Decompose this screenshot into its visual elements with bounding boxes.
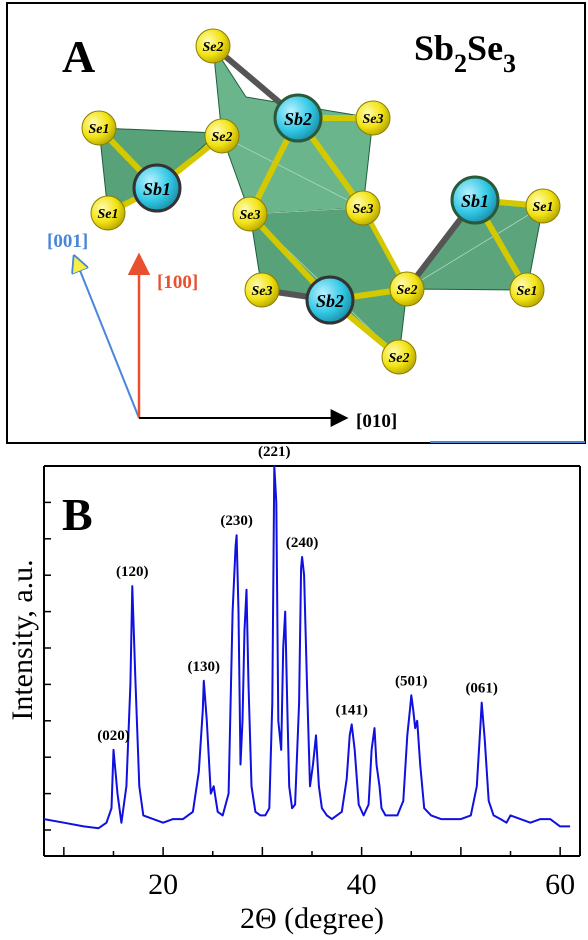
atom-se1: Se1 bbox=[81, 110, 117, 146]
peak-label: (240) bbox=[286, 535, 319, 551]
x-axis-label: 2Θ (degree) bbox=[240, 902, 384, 935]
x-tick-label: 40 bbox=[347, 868, 377, 901]
axis-100-label: [100] bbox=[157, 272, 198, 293]
xrd-series bbox=[43, 465, 571, 830]
peak-label: (221) bbox=[258, 444, 291, 460]
atom-se3: Se3 bbox=[355, 100, 391, 136]
panel-b-label: B bbox=[62, 489, 93, 540]
xrd-series-line bbox=[43, 465, 571, 830]
axis-010-label: [010] bbox=[356, 411, 397, 432]
atom-sb2: Sb2 bbox=[305, 275, 355, 325]
atom-se2: Se2 bbox=[381, 339, 417, 375]
peak-label: (120) bbox=[116, 564, 149, 580]
svg-text:Se2: Se2 bbox=[397, 283, 418, 298]
svg-text:Se2: Se2 bbox=[212, 130, 233, 145]
x-ticks bbox=[63, 847, 561, 856]
atom-se3: Se3 bbox=[232, 196, 268, 232]
x-tick-labels: 20 40 60 bbox=[148, 868, 575, 901]
formula-label: Sb2Se3 bbox=[414, 28, 516, 78]
peak-label: (141) bbox=[335, 702, 368, 718]
svg-text:Sb1: Sb1 bbox=[143, 179, 171, 199]
atom-se2: Se2 bbox=[195, 28, 231, 64]
peak-label: (501) bbox=[395, 673, 428, 689]
peak-label: (230) bbox=[220, 513, 253, 529]
svg-text:Se3: Se3 bbox=[363, 112, 384, 127]
svg-text:Se3: Se3 bbox=[240, 208, 261, 223]
atom-sb1: Sb1 bbox=[450, 175, 500, 225]
atom-se3: Se3 bbox=[244, 272, 280, 308]
atom-sb1: Sb1 bbox=[132, 163, 182, 213]
panel-a: A Sb2Se3 bbox=[6, 2, 586, 444]
svg-text:Sb2: Sb2 bbox=[284, 109, 312, 129]
svg-text:Se1: Se1 bbox=[89, 122, 110, 137]
atom-se2: Se2 bbox=[389, 271, 425, 307]
atom-se1: Se1 bbox=[509, 272, 545, 308]
svg-text:Sb2: Sb2 bbox=[316, 291, 344, 311]
x-tick-label: 60 bbox=[545, 868, 575, 901]
svg-text:Se1: Se1 bbox=[98, 207, 119, 222]
atom-sb2: Sb2 bbox=[273, 93, 323, 143]
axis-001-label: [001] bbox=[47, 231, 88, 252]
svg-text:Se3: Se3 bbox=[252, 284, 273, 299]
x-tick-label: 20 bbox=[148, 868, 178, 901]
svg-text:Sb1: Sb1 bbox=[461, 191, 489, 211]
peak-label: (130) bbox=[188, 659, 221, 675]
peak-label: (061) bbox=[465, 681, 498, 697]
plot-frame bbox=[43, 465, 581, 857]
peak-label: (020) bbox=[97, 728, 130, 744]
svg-text:Se1: Se1 bbox=[517, 284, 538, 299]
polyhedron-edges bbox=[221, 135, 544, 358]
svg-text:Se2: Se2 bbox=[389, 351, 410, 366]
axis-001-arrow bbox=[75, 258, 140, 419]
y-axis-label: Intensity, a.u. bbox=[6, 559, 39, 720]
y-ticks bbox=[44, 501, 51, 831]
atom-se3: Se3 bbox=[345, 190, 381, 226]
peak-labels: (020) (120) (130) (230) (221) (240) (141) (501)… bbox=[97, 444, 498, 744]
panel-b: (020) (120) (130) (230) (221) (240) (141) (501)… bbox=[6, 444, 581, 935]
atom-se1: Se1 bbox=[90, 195, 126, 231]
svg-text:Se3: Se3 bbox=[353, 202, 374, 217]
panel-a-label: A bbox=[62, 31, 95, 82]
atom-se2: Se2 bbox=[204, 118, 240, 154]
svg-text:Se1: Se1 bbox=[533, 200, 554, 215]
atom-se1: Se1 bbox=[525, 188, 561, 224]
atoms: Se1 Se1 Se2 Sb1 Se2 Sb2 Se3 Se3 Se3 Sb1 … bbox=[81, 28, 561, 375]
crystal-axes: [001] [100] [010] bbox=[47, 231, 397, 432]
svg-text:Se2: Se2 bbox=[203, 40, 224, 55]
